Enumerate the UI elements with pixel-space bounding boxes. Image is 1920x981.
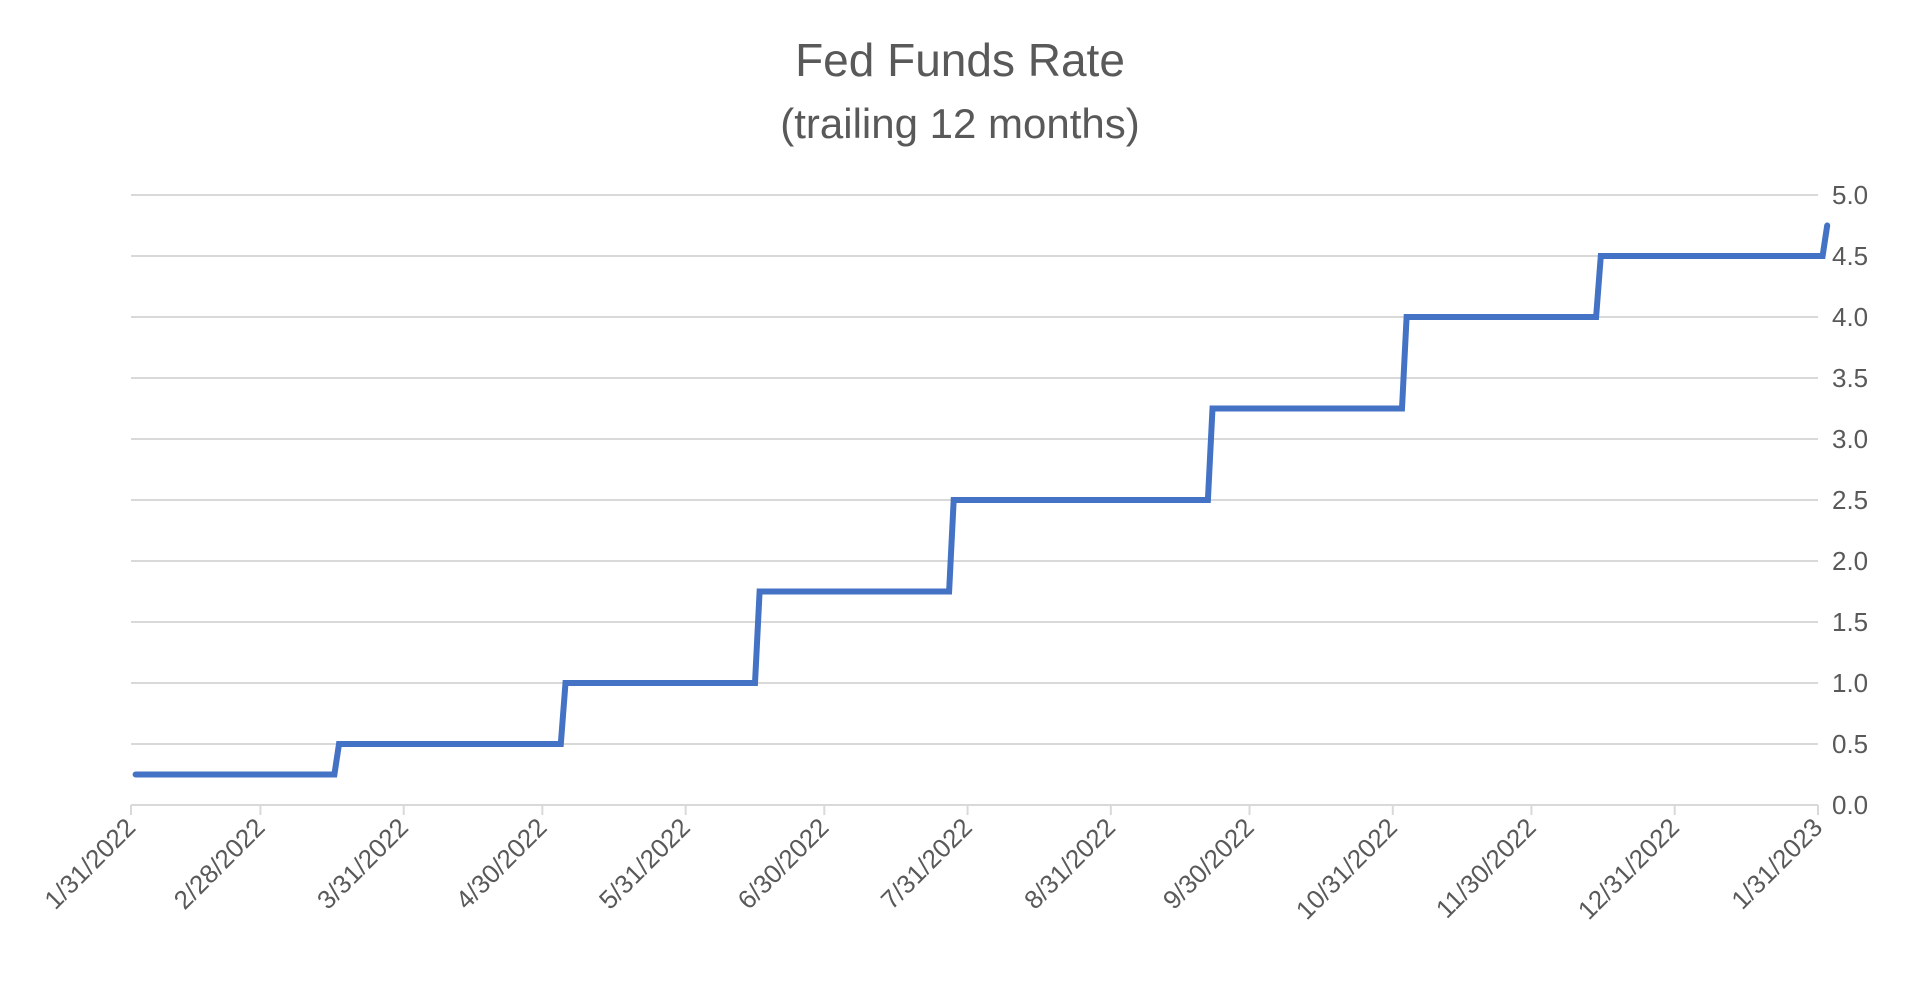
x-tick-label: 6/30/2022 bbox=[732, 812, 835, 915]
y-tick-label: 2.5 bbox=[1832, 485, 1868, 515]
x-tick-label: 2/28/2022 bbox=[168, 812, 271, 915]
x-tick-label: 11/30/2022 bbox=[1430, 812, 1542, 924]
x-tick-label: 3/31/2022 bbox=[311, 812, 414, 915]
series-layer bbox=[132, 222, 1831, 778]
x-axis: 1/31/2022 2/28/2022 3/31/2022 4/30/2022 5/31… bbox=[38, 805, 1828, 925]
y-tick-label: 0.0 bbox=[1832, 790, 1868, 820]
y-tick-label: 1.0 bbox=[1832, 668, 1868, 698]
chart-subtitle: (trailing 12 months) bbox=[780, 100, 1139, 147]
y-tick-label: 3.0 bbox=[1832, 424, 1868, 454]
y-tick-label: 0.5 bbox=[1832, 729, 1868, 759]
x-tick-label: 8/31/2022 bbox=[1018, 812, 1121, 915]
x-tick-label: 12/31/2022 bbox=[1572, 812, 1685, 925]
y-axis: 0.0 0.5 1.0 1.5 2.0 2.5 3.0 3.5 4.0 4.5 5.0 bbox=[1832, 180, 1868, 820]
x-tick-label: 1/31/2023 bbox=[1725, 812, 1828, 915]
x-tick-label: 9/30/2022 bbox=[1157, 812, 1260, 915]
x-tick-label: 10/31/2022 bbox=[1290, 812, 1403, 925]
y-tick-label: 1.5 bbox=[1832, 607, 1868, 637]
x-tick-label: 5/31/2022 bbox=[593, 812, 696, 915]
y-tick-label: 4.0 bbox=[1832, 302, 1868, 332]
x-tick-label: 1/31/2022 bbox=[38, 812, 141, 915]
y-tick-label: 4.5 bbox=[1832, 241, 1868, 271]
x-tick-label: 7/31/2022 bbox=[875, 812, 978, 915]
y-tick-label: 5.0 bbox=[1832, 180, 1868, 210]
y-tick-label: 2.0 bbox=[1832, 546, 1868, 576]
series-line bbox=[132, 222, 1831, 778]
x-tick-label: 4/30/2022 bbox=[450, 812, 553, 915]
chart-title: Fed Funds Rate bbox=[795, 34, 1125, 86]
y-tick-label: 3.5 bbox=[1832, 363, 1868, 393]
